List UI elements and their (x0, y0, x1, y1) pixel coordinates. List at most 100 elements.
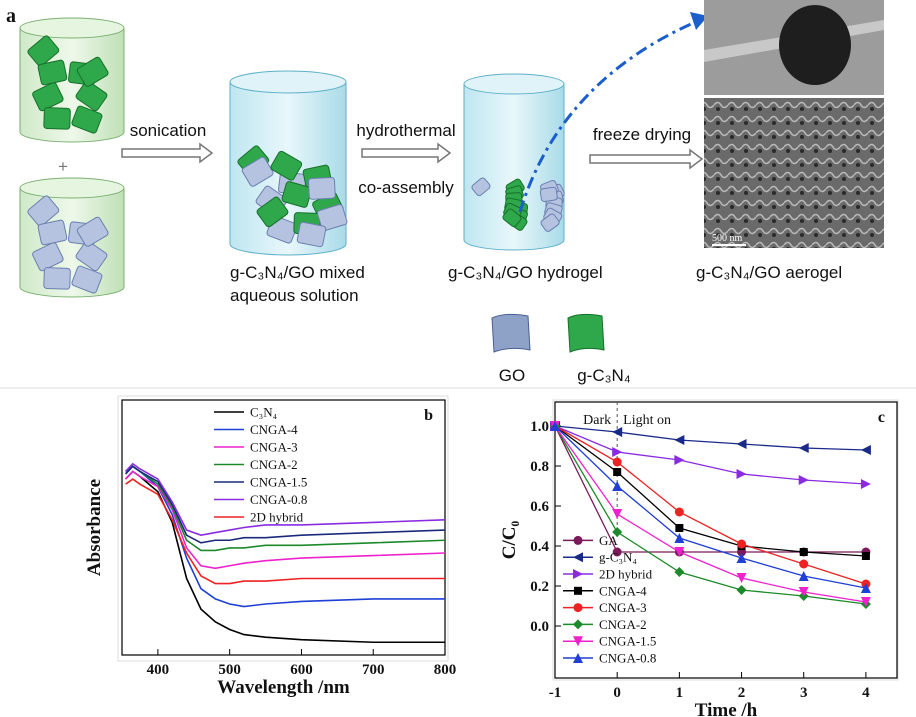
x-tick-label: 600 (290, 662, 313, 678)
marker (573, 603, 583, 613)
marker (736, 573, 747, 583)
caption: g-C₃N₄/GO hydrogel (448, 263, 603, 282)
marker (573, 653, 583, 663)
step-label: hydrothermal (356, 121, 455, 140)
sheet (75, 240, 108, 272)
y-tick-label: 0.4 (530, 539, 549, 555)
y-tick-label: 0.6 (530, 499, 549, 515)
series-line (554, 425, 866, 557)
chart-frame (552, 399, 899, 681)
marker (674, 507, 684, 517)
arrow (121, 142, 704, 170)
marker (573, 535, 583, 545)
series-line (554, 425, 867, 603)
sheet (76, 216, 109, 247)
marker (736, 585, 747, 595)
series-line (125, 470, 446, 570)
annotation: Light on (623, 413, 671, 428)
x-tick-label: 4 (862, 685, 870, 701)
step-label: co-assembly (358, 178, 454, 197)
series-line (554, 425, 866, 553)
marker (573, 552, 583, 563)
marker (736, 469, 747, 479)
x-tick-label: 2 (738, 685, 746, 701)
plus: + (58, 157, 68, 176)
marker (860, 479, 871, 489)
sheet (317, 204, 348, 232)
sheet (43, 107, 71, 130)
y-axis-label: Absorbance (84, 479, 105, 576)
sheet (539, 186, 558, 202)
marker (674, 455, 685, 465)
y-tick-label: 0.0 (530, 619, 549, 635)
sem-image (704, 98, 884, 248)
charts: b 400 500 600 700 800 Wavelength /nm Absorbance… (84, 395, 899, 717)
marker (612, 457, 622, 467)
sheet (37, 59, 68, 86)
y-tick-label: 0.8 (530, 459, 549, 475)
series-line (554, 425, 867, 585)
series-line (125, 465, 446, 544)
sheet (75, 80, 108, 112)
legend-label: CNGA-3 (599, 600, 647, 615)
y-tick-label: 1.0 (530, 419, 549, 435)
chart: c -1 0 1 2 3 4 0.0 0.2 0.4 0.6 0.8 1.0 Time /h C/C₀ Dar… (499, 401, 898, 717)
marker (799, 559, 809, 569)
sheet (43, 267, 71, 290)
caption: g-C₃N₄/GO aerogel (696, 263, 842, 282)
marker (798, 443, 809, 453)
legend-label: CNGA-0.8 (599, 651, 656, 666)
panel-label: a (6, 5, 16, 27)
legend-label: CNGA-4 (599, 583, 647, 598)
sheet (27, 35, 60, 67)
marker (798, 587, 809, 597)
x-axis-label: Wavelength /nm (217, 677, 350, 698)
sheet (241, 156, 274, 187)
legend-label: GA (599, 533, 618, 548)
legend-label: CNGA-2 (250, 457, 298, 472)
legend-label: CNGA-2 (599, 617, 647, 632)
caption: aqueous solution (230, 286, 359, 305)
x-tick-label: 800 (434, 662, 457, 678)
marker (573, 569, 583, 579)
marker (674, 533, 685, 543)
legend-label: CNGA-3 (250, 440, 298, 455)
sheet (270, 150, 303, 181)
series-line (125, 462, 446, 536)
marker (612, 509, 623, 519)
y-tick-label: 0.2 (530, 579, 549, 595)
x-tick-label: -1 (549, 685, 562, 701)
step-label: freeze drying (593, 125, 691, 144)
legend-label: 2D hybrid (250, 510, 304, 525)
plot-frame (554, 401, 898, 679)
go-icon (491, 313, 531, 353)
sheets (27, 195, 109, 294)
marker (860, 597, 871, 607)
caption: g-C₃N₄/GO mixed (230, 263, 365, 282)
sheet (71, 105, 103, 134)
sheet (37, 219, 68, 246)
sheet (71, 265, 103, 294)
x-tick-label: 500 (218, 662, 241, 678)
marker (675, 524, 684, 532)
marker (798, 475, 809, 485)
marker (860, 583, 871, 593)
series-line (554, 425, 866, 451)
legend-label: CNGA-1.5 (599, 634, 656, 649)
marker (612, 447, 623, 457)
marker (674, 435, 685, 445)
sheet (256, 196, 289, 228)
dash-arrow (518, 18, 701, 213)
marker (674, 547, 685, 557)
legend-label: CNGA-1.5 (250, 475, 307, 490)
x-tick-label: 3 (800, 685, 808, 701)
series-line (554, 425, 867, 589)
scale-bar-label: 500 nm (712, 233, 743, 244)
marker (737, 539, 747, 549)
marker (613, 468, 622, 476)
x-tick-label: 0 (613, 685, 621, 701)
marker (612, 427, 623, 437)
marker (674, 567, 685, 577)
sheet (296, 221, 327, 248)
photo-aerogel (779, 5, 851, 85)
